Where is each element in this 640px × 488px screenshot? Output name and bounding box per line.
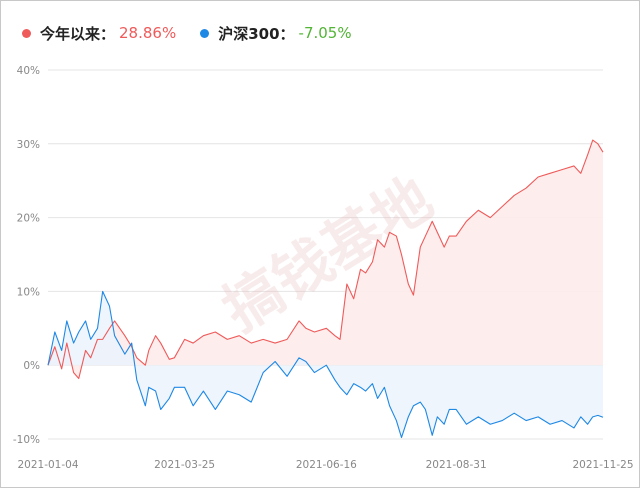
legend-marker-fund [22, 28, 31, 38]
x-tick-label: 2021-01-04 [17, 459, 78, 471]
series-area-1 [48, 291, 603, 438]
legend-value-index: -7.05% [298, 24, 352, 42]
legend: 今年以来： 28.86% 沪深300： -7.05% [22, 22, 376, 44]
y-tick-label: 30% [17, 139, 40, 151]
series-line-1 [47, 290, 604, 439]
x-tick-label: 2021-03-25 [154, 459, 215, 471]
y-tick-label: -10% [13, 434, 40, 446]
y-tick-label: 10% [17, 286, 40, 298]
legend-marker-index [200, 28, 210, 38]
y-tick-label: 0% [23, 360, 40, 372]
series-area-0 [48, 140, 603, 379]
legend-item-index[interactable]: 沪深300： -7.05% [200, 23, 352, 44]
x-tick-label: 2021-11-25 [572, 459, 633, 471]
legend-label-fund: 今年以来： [40, 24, 116, 43]
legend-value-fund: 28.86% [119, 24, 177, 42]
legend-item-fund[interactable]: 今年以来： 28.86% [22, 23, 176, 44]
x-tick-label: 2021-08-31 [426, 459, 487, 471]
series-line-0 [47, 139, 604, 380]
legend-label-index: 沪深300： [218, 24, 295, 43]
x-tick-label: 2021-06-16 [296, 459, 357, 471]
y-tick-label: 20% [17, 213, 40, 225]
y-tick-label: 40% [17, 65, 40, 77]
